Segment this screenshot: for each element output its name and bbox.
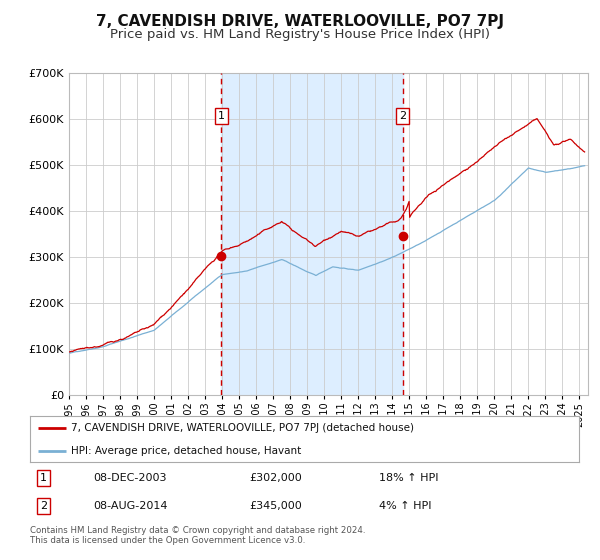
- Text: 4% ↑ HPI: 4% ↑ HPI: [379, 501, 431, 511]
- Text: Price paid vs. HM Land Registry's House Price Index (HPI): Price paid vs. HM Land Registry's House …: [110, 28, 490, 41]
- Text: 08-AUG-2014: 08-AUG-2014: [93, 501, 167, 511]
- Text: £302,000: £302,000: [250, 473, 302, 483]
- Text: £345,000: £345,000: [250, 501, 302, 511]
- Text: 1: 1: [40, 473, 47, 483]
- Text: 7, CAVENDISH DRIVE, WATERLOOVILLE, PO7 7PJ (detached house): 7, CAVENDISH DRIVE, WATERLOOVILLE, PO7 7…: [71, 423, 414, 433]
- Text: 1: 1: [218, 111, 224, 122]
- Text: 2: 2: [40, 501, 47, 511]
- Text: Contains HM Land Registry data © Crown copyright and database right 2024.: Contains HM Land Registry data © Crown c…: [30, 526, 365, 535]
- Bar: [221, 73, 403, 395]
- Text: HPI: Average price, detached house, Havant: HPI: Average price, detached house, Hava…: [71, 446, 301, 455]
- Text: 18% ↑ HPI: 18% ↑ HPI: [379, 473, 438, 483]
- Text: 2: 2: [399, 111, 406, 122]
- Text: 7, CAVENDISH DRIVE, WATERLOOVILLE, PO7 7PJ: 7, CAVENDISH DRIVE, WATERLOOVILLE, PO7 7…: [96, 14, 504, 29]
- Text: This data is licensed under the Open Government Licence v3.0.: This data is licensed under the Open Gov…: [30, 536, 305, 545]
- Text: 08-DEC-2003: 08-DEC-2003: [93, 473, 167, 483]
